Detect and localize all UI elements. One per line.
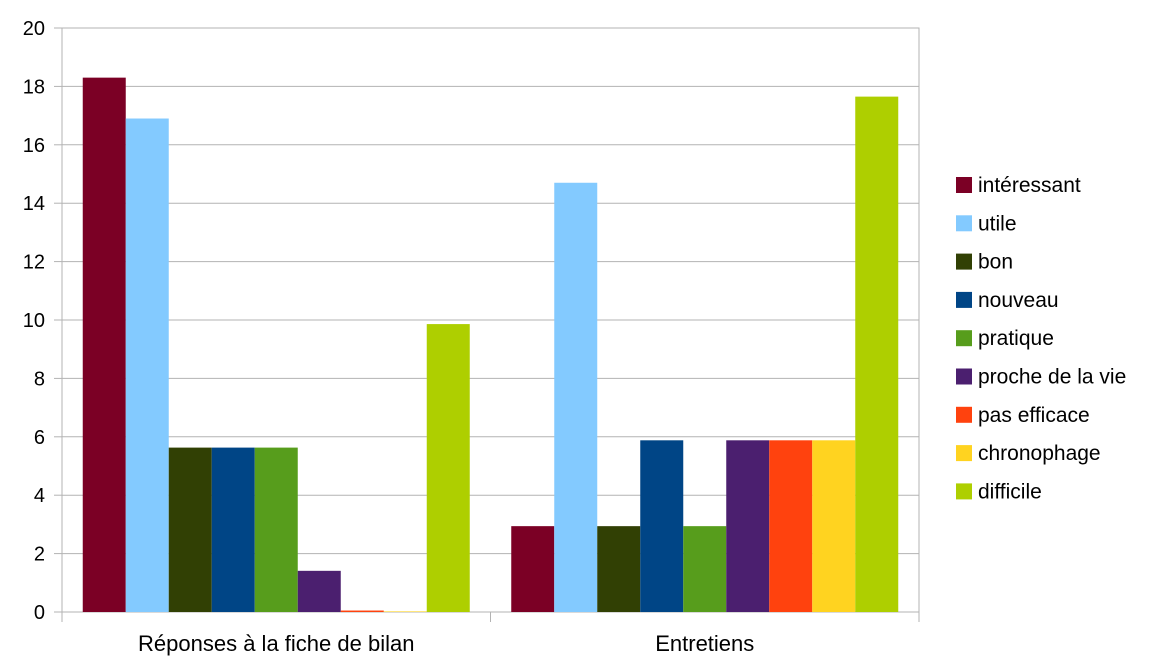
y-tick-label: 20	[23, 18, 45, 40]
y-tick-label: 8	[34, 368, 45, 390]
legend-swatch	[956, 406, 972, 423]
bar	[511, 526, 555, 612]
y-tick-label: 18	[23, 76, 45, 98]
legend-label: pratique	[978, 327, 1054, 350]
legend-swatch	[956, 330, 972, 347]
bar	[597, 526, 641, 612]
bar	[297, 570, 341, 612]
y-tick-label: 2	[34, 544, 45, 566]
legend-swatch	[956, 483, 972, 500]
bar	[340, 610, 384, 612]
y-tick-label: 0	[34, 602, 45, 624]
bar	[168, 447, 212, 612]
y-axis-ticks: 0 2 4 6 8 10 12 14 16 18 20	[23, 18, 62, 624]
bar	[640, 440, 684, 612]
x-axis-categories: Réponses à la fiche de bilan Entretiens	[61, 612, 920, 656]
bar	[812, 440, 856, 612]
bar	[383, 611, 427, 612]
legend-swatch	[956, 445, 972, 462]
y-tick-label: 6	[34, 427, 45, 449]
legend-swatch	[956, 368, 972, 385]
bar	[426, 324, 470, 612]
legend-swatch	[956, 215, 972, 232]
legend: intéressant utile bon nouveau pratique proche…	[956, 174, 1126, 503]
y-tick-label: 4	[34, 485, 45, 507]
legend-label: nouveau	[978, 289, 1059, 312]
bar	[125, 118, 169, 613]
bar	[82, 77, 126, 612]
x-category-label: Réponses à la fiche de bilan	[138, 631, 414, 656]
y-tick-label: 10	[23, 310, 45, 332]
legend-label: utile	[978, 212, 1017, 235]
y-tick-label: 14	[23, 193, 45, 215]
bars	[82, 77, 899, 613]
bar	[211, 447, 255, 612]
bar	[254, 447, 298, 612]
legend-label: intéressant	[978, 174, 1081, 197]
y-tick-label: 16	[23, 135, 45, 157]
legend-label: chronophage	[978, 442, 1101, 465]
y-tick-label: 12	[23, 252, 45, 274]
bar	[855, 96, 899, 613]
bar	[554, 182, 598, 612]
x-category-label: Entretiens	[655, 631, 754, 656]
legend-swatch	[956, 291, 972, 308]
legend-swatch	[956, 253, 972, 270]
legend-label: proche de la vie	[978, 366, 1126, 389]
legend-swatch	[956, 177, 972, 193]
legend-label: bon	[978, 251, 1013, 274]
bar	[769, 440, 813, 612]
legend-label: difficile	[978, 480, 1042, 503]
legend-label: pas efficace	[978, 404, 1090, 427]
bar	[683, 526, 727, 612]
bar	[726, 440, 770, 612]
